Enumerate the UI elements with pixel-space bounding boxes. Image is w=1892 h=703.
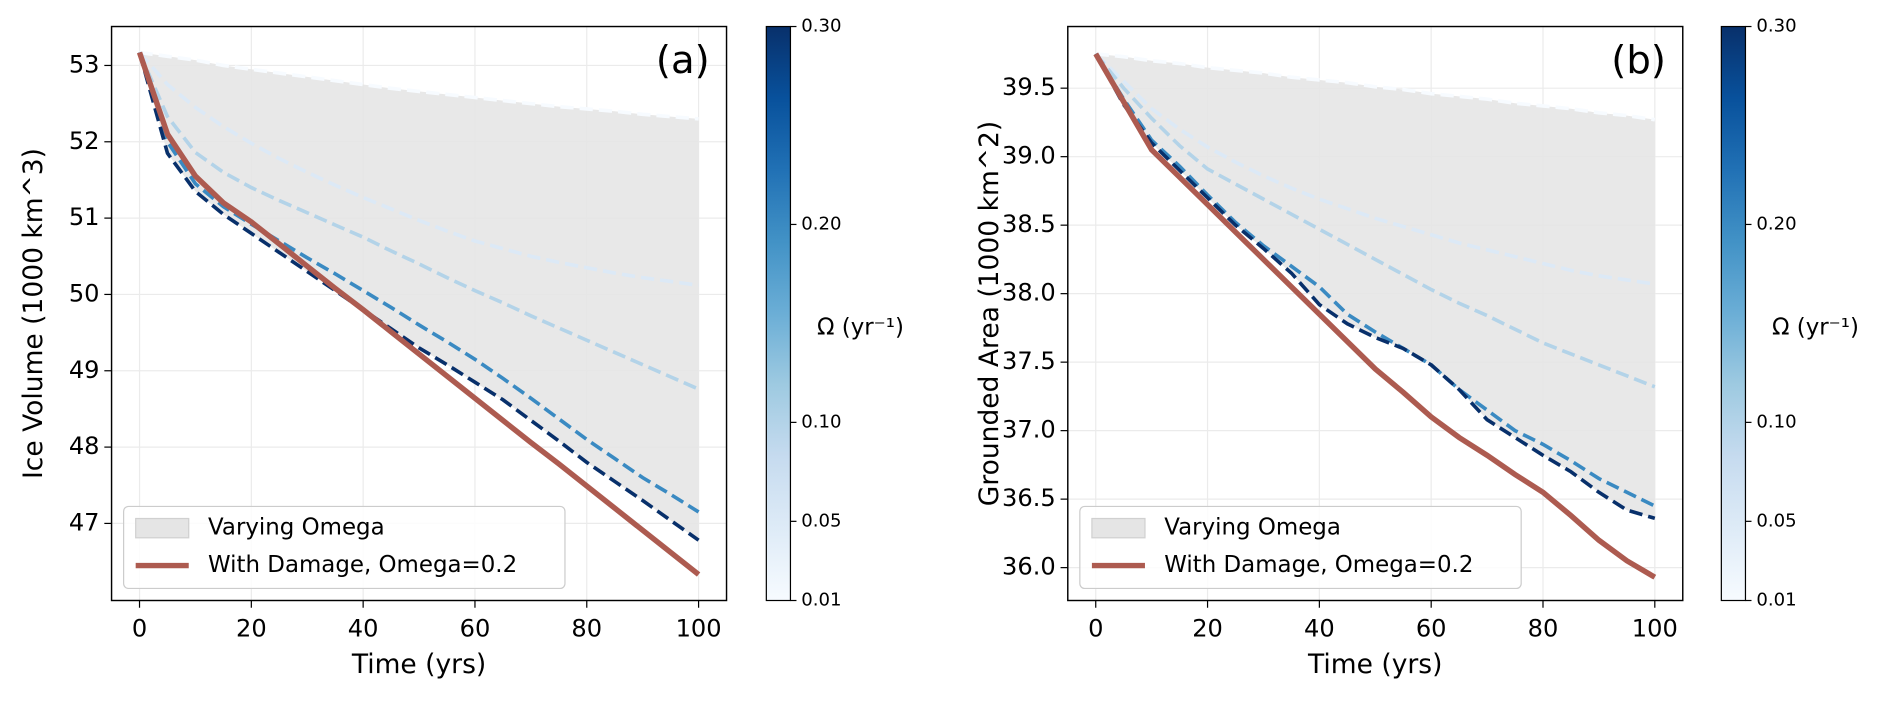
legend-swatch [1091, 517, 1146, 539]
colorbar-tick-label: 0.01 [1756, 590, 1796, 611]
colorbar-tick-label: 0.20 [1756, 213, 1796, 234]
omega-range-area [139, 52, 699, 541]
x-axis-label: Time (yrs) [1307, 649, 1442, 680]
panel-label: (a) [656, 38, 710, 83]
omega-line [137, 51, 700, 514]
legend-label: Varying Omega [208, 515, 385, 541]
colorbar [1720, 25, 1747, 602]
y-tick-label: 37.5 [1002, 347, 1056, 375]
omega-line [137, 51, 700, 542]
panel-label: (b) [1611, 38, 1666, 83]
x-tick-label: 20 [1192, 614, 1223, 642]
y-tick-label: 38.0 [1002, 279, 1056, 307]
y-tick-label: 39.5 [1002, 73, 1056, 101]
y-axis-label: Ice Volume (1000 km^3) [18, 148, 49, 479]
x-tick-label: 60 [460, 614, 491, 642]
legend-box [123, 505, 566, 590]
y-axis-label: Grounded Area (1000 km^2) [974, 121, 1005, 506]
y-tick-label: 47 [69, 508, 100, 536]
x-tick-label: 80 [571, 614, 602, 642]
colorbar-tick-label: 0.10 [1756, 411, 1796, 432]
x-tick-label: 40 [348, 614, 379, 642]
colorbar [765, 25, 792, 602]
legend-label: Varying Omega [1164, 515, 1341, 541]
y-tick-label: 53 [69, 50, 100, 78]
omega-line [1094, 52, 1656, 508]
legend-label: With Damage, Omega=0.2 [1164, 552, 1473, 578]
plot-frame [1067, 25, 1684, 602]
legend-label: With Damage, Omega=0.2 [208, 552, 517, 578]
colorbar-tick-label: 0.10 [801, 411, 841, 432]
x-tick-label: 100 [676, 614, 722, 642]
y-tick-label: 48 [69, 432, 100, 460]
y-tick-label: 36.0 [1002, 553, 1056, 581]
y-tick-label: 49 [69, 356, 100, 384]
omega-line [1094, 52, 1656, 286]
omega-line [1095, 52, 1656, 122]
y-tick-label: 51 [69, 203, 100, 231]
colorbar-tick-label: 0.30 [801, 16, 841, 37]
legend-box [1079, 505, 1522, 590]
plot-frame [110, 25, 728, 602]
x-tick-label: 60 [1416, 614, 1447, 642]
x-tick-label: 40 [1304, 614, 1335, 642]
omega-line [1094, 53, 1656, 521]
damage-line [1093, 52, 1657, 580]
y-tick-label: 52 [69, 127, 100, 155]
colorbar-label: Ω (yr⁻¹) [817, 314, 904, 340]
y-tick-label: 39.0 [1002, 142, 1056, 170]
colorbar-tick-label: 0.20 [801, 213, 841, 234]
y-tick-label: 37.0 [1002, 416, 1056, 444]
omega-line [1094, 52, 1656, 389]
colorbar-tick-label: 0.05 [801, 510, 841, 531]
omega-range-area [1095, 53, 1655, 519]
y-tick-label: 38.5 [1002, 210, 1056, 238]
y-tick-label: 36.5 [1002, 484, 1056, 512]
colorbar-label: Ω (yr⁻¹) [1772, 314, 1859, 340]
x-tick-label: 100 [1632, 614, 1678, 642]
legend-swatch [135, 517, 190, 539]
omega-line [137, 51, 700, 391]
y-tick-label: 50 [69, 279, 100, 307]
x-axis-label: Time (yrs) [351, 649, 486, 680]
x-tick-label: 20 [236, 614, 267, 642]
damage-line [136, 51, 701, 577]
omega-line [139, 50, 699, 121]
colorbar-tick-label: 0.01 [801, 590, 841, 611]
x-tick-label: 80 [1528, 614, 1559, 642]
x-tick-label: 0 [1088, 614, 1103, 642]
colorbar-tick-label: 0.05 [1756, 510, 1796, 531]
x-tick-label: 0 [132, 614, 147, 642]
omega-line [138, 51, 699, 288]
colorbar-tick-label: 0.30 [1756, 16, 1796, 37]
